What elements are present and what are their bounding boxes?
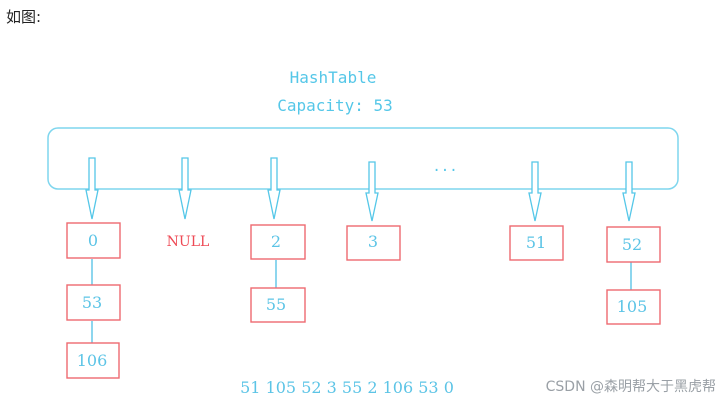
node-value: 55 — [266, 295, 286, 314]
node-value: 105 — [617, 297, 648, 316]
ellipsis: ... — [432, 159, 457, 175]
node-value: 2 — [271, 232, 281, 251]
null-label: NULL — [167, 234, 210, 250]
node-value: 51 — [526, 233, 546, 252]
table-array-panel — [48, 128, 678, 189]
node-value: 52 — [622, 235, 642, 254]
csdn-watermark: CSDN @森明帮大于黑虎帮 — [546, 376, 716, 396]
traversal-order: 51 105 52 3 55 2 106 53 0 — [240, 378, 454, 397]
node-value: 106 — [77, 351, 108, 370]
node-value: 53 — [82, 293, 102, 312]
hashtable-title: HashTable — [290, 68, 377, 87]
node-value: 3 — [368, 232, 378, 251]
capacity-label: Capacity: 53 — [277, 96, 393, 115]
node-value: 0 — [88, 231, 98, 250]
